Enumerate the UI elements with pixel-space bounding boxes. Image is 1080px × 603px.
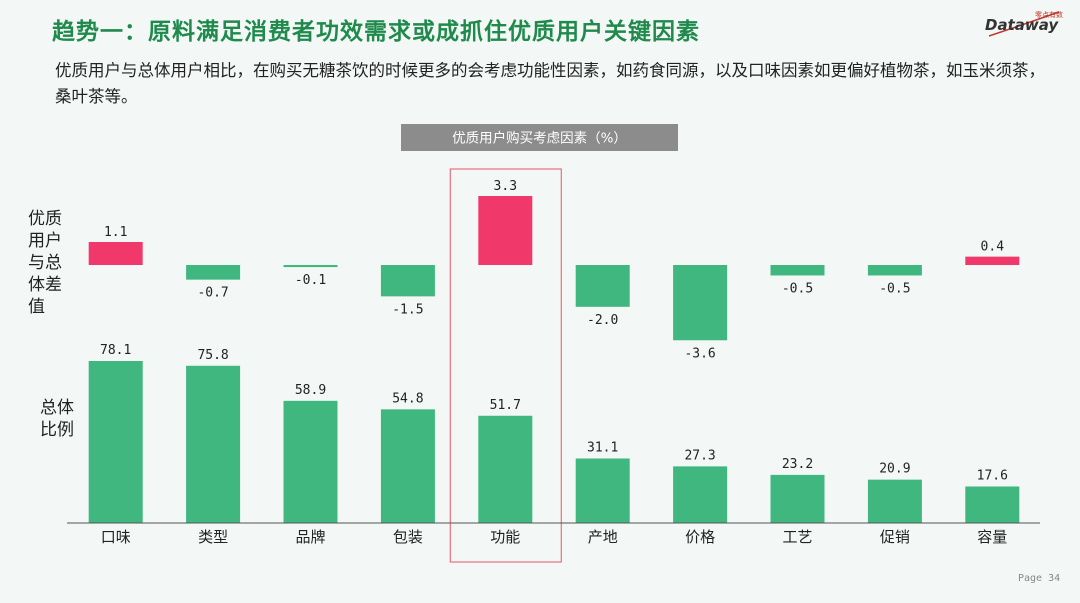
- row-label-overall: 总体比例: [40, 398, 74, 440]
- overall-bar-8: [867, 479, 922, 523]
- category-label-5: 产地: [588, 528, 618, 546]
- diff-label-2: -0.1: [295, 273, 326, 288]
- overall-bar-0: [88, 361, 143, 523]
- subtitle: 优质用户与总体用户相比，在购买无糖茶饮的时候更多的会考虑功能性因素，如药食同源，…: [55, 61, 1045, 106]
- category-label-3: 包装: [393, 528, 423, 546]
- overall-bar-7: [770, 474, 825, 523]
- overall-label-2: 58.9: [295, 383, 326, 398]
- overall-label-0: 78.1: [100, 343, 131, 358]
- category-label-4: 功能: [490, 528, 520, 546]
- diff-label-0: 1.1: [104, 225, 127, 240]
- diff-label-9: 0.4: [981, 240, 1005, 255]
- overall-label-8: 20.9: [879, 462, 910, 477]
- diff-bar-2: [283, 265, 338, 268]
- chart-title: 优质用户购买考虑因素（%）: [452, 130, 627, 147]
- category-label-7: 工艺: [782, 528, 812, 546]
- chart-title-banner: [401, 124, 678, 151]
- category-label-8: 促销: [880, 528, 910, 546]
- overall-label-9: 17.6: [977, 468, 1008, 483]
- page-number: Page 34: [1018, 573, 1061, 584]
- diff-bar-5: [575, 265, 630, 307]
- category-label-9: 容量: [977, 528, 1007, 546]
- diff-label-6: -3.6: [684, 346, 715, 361]
- diff-label-5: -2.0: [587, 313, 618, 328]
- diff-bar-9: [965, 256, 1020, 265]
- category-label-1: 类型: [198, 528, 228, 546]
- diff-bar-6: [673, 265, 728, 341]
- overall-label-3: 54.8: [392, 391, 423, 406]
- diff-bar-3: [380, 265, 435, 297]
- overall-label-5: 31.1: [587, 440, 618, 455]
- overall-bar-4: [478, 415, 533, 523]
- category-label-2: 品牌: [295, 528, 325, 546]
- diff-label-7: -0.5: [782, 281, 813, 296]
- row-label-diff: 优质用户与总体差值: [28, 209, 62, 317]
- highlight-frame: [449, 168, 562, 563]
- diff-bar-8: [867, 265, 922, 276]
- overall-bar-6: [673, 466, 728, 523]
- overall-label-4: 51.7: [490, 398, 521, 413]
- page-title: 趋势一：原料满足消费者功效需求或成抓住优质用户关键因素: [52, 19, 700, 45]
- overall-label-1: 75.8: [197, 348, 228, 363]
- category-label-6: 价格: [685, 528, 715, 546]
- overall-bar-9: [965, 486, 1020, 523]
- company-logo: Dataway 零点有数: [985, 10, 1063, 40]
- diff-bar-1: [186, 265, 241, 280]
- diff-label-1: -0.7: [197, 286, 228, 301]
- logo-tagline: 零点有数: [1035, 11, 1063, 19]
- overall-label-7: 23.2: [782, 457, 813, 472]
- diff-bar-7: [770, 265, 825, 276]
- overall-bar-3: [380, 409, 435, 523]
- overall-label-6: 27.3: [684, 448, 715, 463]
- diff-label-8: -0.5: [879, 281, 910, 296]
- diff-label-4: 3.3: [494, 179, 517, 194]
- diff-label-3: -1.5: [392, 302, 423, 317]
- category-label-0: 口味: [101, 528, 131, 546]
- logo-swoosh-icon: [988, 11, 1060, 37]
- overall-bar-1: [186, 365, 241, 523]
- diff-bar-4: [478, 196, 533, 265]
- logo-wordmark: Dataway: [985, 16, 1059, 34]
- overall-bar-2: [283, 400, 338, 523]
- diff-bar-0: [88, 242, 143, 265]
- overall-bar-5: [575, 458, 630, 523]
